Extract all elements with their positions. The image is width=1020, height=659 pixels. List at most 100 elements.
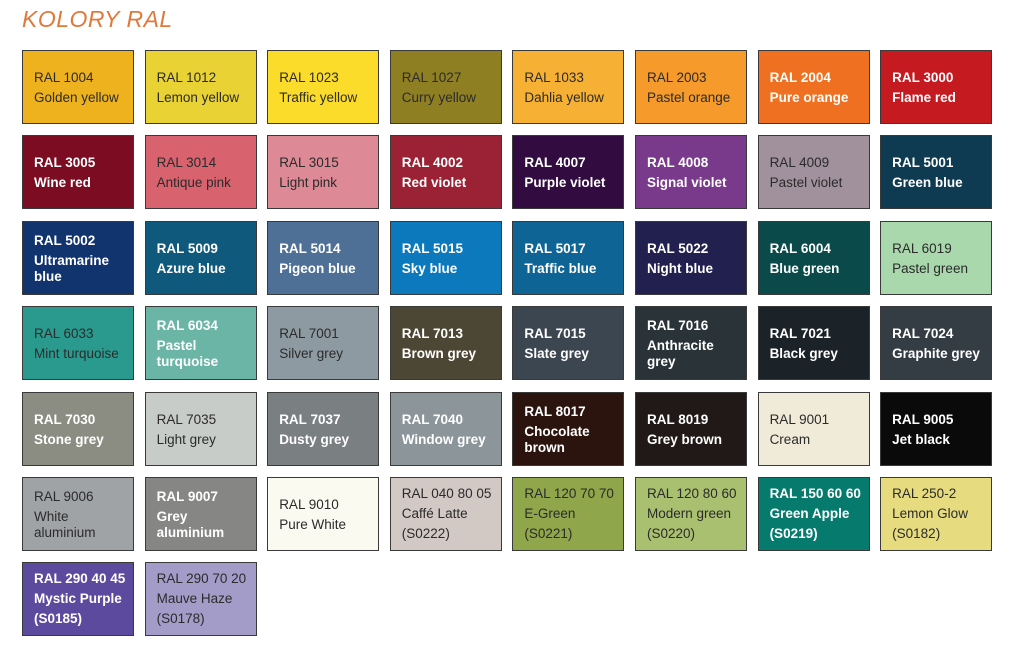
swatch-code: RAL 7030 (34, 411, 96, 427)
swatch-name: Pigeon blue (279, 260, 356, 276)
swatch-name: Lemon yellow (156, 90, 240, 105)
color-swatch: RAL 2003 Pastel orange (634, 50, 747, 124)
swatch-code: RAL 9006 (34, 488, 94, 504)
swatch-code: RAL 4002 (401, 155, 464, 171)
swatch-name: Ultramarine blue (34, 252, 110, 284)
page-title: KOLORY RAL (22, 6, 173, 32)
swatch-code: RAL 7035 (156, 411, 217, 427)
swatch-code: RAL 5022 (646, 240, 709, 256)
swatch-code: RAL 120 70 70 (524, 485, 614, 501)
swatch-code: RAL 7015 (524, 326, 586, 342)
swatch-code: RAL 7021 (769, 326, 831, 342)
swatch-code: RAL 7024 (892, 326, 954, 342)
swatch-name: E-Green (524, 505, 576, 521)
swatch-name: Silver grey (279, 346, 343, 362)
swatch-code: RAL 4009 (769, 155, 830, 171)
swatch-name: Lemon Glow (892, 505, 968, 521)
color-swatch: RAL 1027 Curry yellow (389, 50, 502, 124)
swatch-note: (S0221) (524, 525, 573, 541)
swatch-name: Cream (769, 431, 811, 447)
swatch-code: RAL 8019 (646, 411, 709, 427)
swatch-name: Purple violet (524, 175, 606, 191)
swatch-name: Mystic Purple (34, 591, 122, 607)
swatch-name: Antique pink (156, 175, 231, 191)
color-swatch: RAL 7030 Stone grey (22, 391, 134, 466)
color-swatch: RAL 7037 Dusty grey (267, 391, 380, 466)
swatch-name: White aluminium (34, 508, 96, 540)
swatch-code: RAL 7001 (279, 326, 339, 342)
swatch-code: RAL 3000 (892, 70, 954, 85)
swatch-name: Pure White (279, 516, 346, 532)
swatch-code: RAL 3005 (34, 155, 96, 171)
swatch-code: RAL 5014 (279, 240, 341, 256)
swatch-name: Mauve Haze (156, 591, 233, 607)
color-swatch: RAL 3014 Antique pink (144, 135, 257, 210)
swatch-code: RAL 290 70 20 (156, 571, 247, 587)
swatch-name: Night blue (646, 260, 713, 276)
color-swatch: RAL 5009 Azure blue (144, 220, 257, 295)
color-swatch: RAL 1012 Lemon yellow (144, 50, 257, 124)
swatch-code: RAL 6033 (34, 326, 94, 342)
swatch-name: Blue green (769, 260, 840, 276)
swatch-name: Modern green (646, 505, 732, 521)
color-swatch: RAL 250-2 Lemon Glow (S0182) (880, 476, 993, 551)
swatch-note: (S0185) (34, 611, 83, 627)
swatch-note: (S0220) (646, 525, 695, 541)
swatch-code: RAL 9007 (156, 488, 218, 504)
swatch-name: Sky blue (401, 260, 458, 276)
color-swatch: RAL 040 80 05 Caffé Latte (S0222) (389, 476, 502, 551)
swatch-code: RAL 3015 (279, 155, 339, 171)
swatch-name: Graphite grey (892, 346, 980, 362)
swatch-name: Anthracite grey (646, 338, 714, 370)
swatch-code: RAL 150 60 60 (769, 485, 861, 501)
swatch-code: RAL 4008 (646, 155, 709, 171)
swatch-name: Traffic blue (524, 260, 597, 276)
swatch-name: Grey aluminium (156, 508, 225, 540)
swatch-code: RAL 7016 (646, 318, 709, 334)
color-swatch: RAL 4008 Signal violet (634, 135, 747, 210)
swatch-name: Golden yellow (34, 90, 119, 105)
swatch-code: RAL 1033 (524, 70, 584, 85)
color-swatch: RAL 6019 Pastel green (880, 220, 993, 295)
color-swatch: RAL 9010 Pure White (267, 476, 380, 551)
swatch-code: RAL 5009 (156, 240, 218, 256)
swatch-name: Caffé Latte (401, 505, 468, 521)
swatch-name: Jet black (892, 431, 950, 447)
swatch-name: Grey brown (646, 431, 722, 447)
swatch-code: RAL 1023 (279, 70, 339, 85)
swatch-name: Stone grey (34, 431, 104, 447)
color-swatch: RAL 290 70 20 Mauve Haze (S0178) (144, 562, 257, 637)
swatch-code: RAL 6034 (156, 318, 218, 334)
swatch-code: RAL 250-2 (892, 485, 957, 501)
color-swatch: RAL 9005 Jet black (880, 391, 993, 466)
color-swatch: RAL 2004 Pure orange (757, 50, 870, 124)
color-swatch: RAL 290 40 45 Mystic Purple (S0185) (22, 562, 134, 637)
swatch-code: RAL 9001 (769, 411, 830, 427)
swatch-code: RAL 5017 (524, 240, 586, 256)
swatch-note: (S0182) (892, 525, 941, 541)
swatch-code: RAL 7037 (279, 411, 341, 427)
color-swatch: RAL 9001 Cream (757, 391, 870, 466)
swatch-name: Pastel orange (646, 90, 731, 105)
swatch-code: RAL 8017 (524, 403, 586, 419)
color-swatch: RAL 3005 Wine red (22, 135, 134, 210)
swatch-code: RAL 9005 (892, 411, 954, 427)
color-swatch: RAL 5017 Traffic blue (512, 220, 625, 295)
color-swatch: RAL 1033 Dahlia yellow (512, 50, 625, 124)
color-swatch: RAL 150 60 60 Green Apple (S0219) (757, 476, 870, 551)
swatch-name: Light pink (279, 175, 337, 191)
color-swatch: RAL 5022 Night blue (634, 220, 747, 295)
swatch-name: Green blue (892, 175, 963, 191)
color-swatch: RAL 9006 White aluminium (22, 476, 134, 551)
color-swatch: RAL 3000 Flame red (880, 50, 993, 124)
color-swatch: RAL 120 80 60 Modern green (S0220) (634, 476, 747, 551)
color-swatch: RAL 8019 Grey brown (634, 391, 747, 466)
color-swatch: RAL 3015 Light pink (267, 135, 380, 210)
swatch-name: Black grey (769, 346, 838, 362)
swatch-name: Dahlia yellow (524, 90, 604, 105)
swatch-name: Pastel green (892, 260, 968, 276)
swatch-code: RAL 7013 (401, 326, 464, 342)
swatch-name: Wine red (34, 175, 91, 191)
color-swatch: RAL 9007 Grey aluminium (144, 476, 257, 551)
color-swatch: RAL 4002 Red violet (389, 135, 502, 210)
